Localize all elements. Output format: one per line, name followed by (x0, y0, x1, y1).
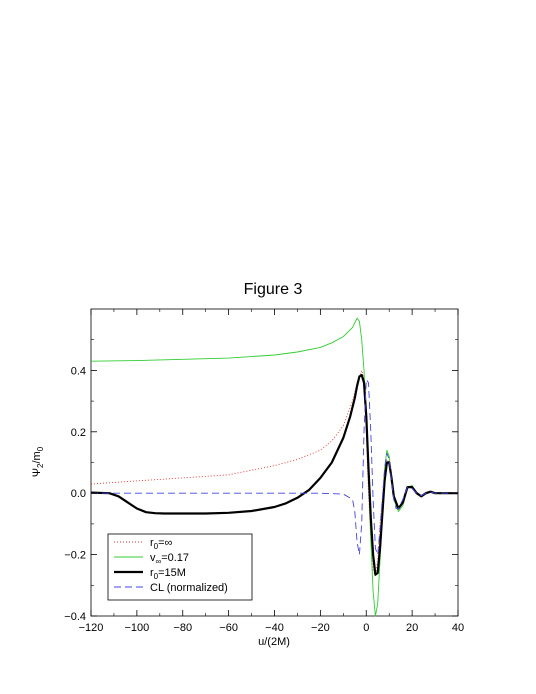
x-tick-label: −40 (265, 622, 284, 634)
x-tick-label: 0 (363, 622, 369, 634)
legend-box (107, 533, 253, 601)
y-label-main: Ψ (31, 468, 43, 477)
y-tick-label: −0.2 (64, 550, 86, 562)
legend-label: r0=∞ (150, 537, 172, 551)
legend-label-sub: 0 (154, 572, 159, 581)
x-tick-label: −80 (173, 622, 192, 634)
legend-label-main: CL (normalized) (150, 582, 228, 594)
legend-label: CL (normalized) (150, 582, 228, 594)
legend-label: r0=15M (150, 567, 186, 581)
legend-label-main: r (150, 567, 154, 579)
y-tick-label: 0.0 (71, 488, 86, 500)
legend-label-rest: =15M (158, 567, 186, 579)
x-axis-label: u/(2M) (258, 636, 290, 648)
y-tick-label: 0.4 (71, 365, 86, 377)
series-layer (90, 317, 458, 617)
legend-label-sub: 0 (154, 542, 159, 551)
series-line (90, 373, 458, 576)
legend-label-sub: ∞ (156, 557, 162, 566)
legend-label-main: v (150, 552, 156, 564)
ticks-layer: −120 −100 −80 −60 −40 −20 0 20 40 −0.4 −0.2 0.0 0.2 0… (64, 309, 464, 634)
x-tick-label: −20 (311, 622, 330, 634)
y-label-sub: 2 (36, 463, 45, 468)
legend-label: v∞=0.17 (150, 552, 189, 566)
y-label-rest: /m (31, 451, 43, 463)
y-axis-label: Ψ2/m0 (31, 446, 45, 477)
x-tick-label: −120 (79, 622, 104, 634)
y-tick-label: 0.2 (71, 427, 86, 439)
x-tick-label: −60 (219, 622, 238, 634)
legend-label-rest: =0.17 (161, 552, 189, 564)
legend-label-main: r (150, 537, 154, 549)
x-tick-label: 40 (452, 622, 464, 634)
x-tick-label: −100 (124, 622, 149, 634)
legend-label-rest: =∞ (158, 537, 172, 549)
chart-title: Figure 3 (244, 281, 303, 298)
y-tick-label: −0.4 (64, 611, 86, 623)
series-line (91, 379, 458, 556)
y-label-sub2: 0 (36, 446, 45, 451)
x-tick-label: 20 (406, 622, 418, 634)
